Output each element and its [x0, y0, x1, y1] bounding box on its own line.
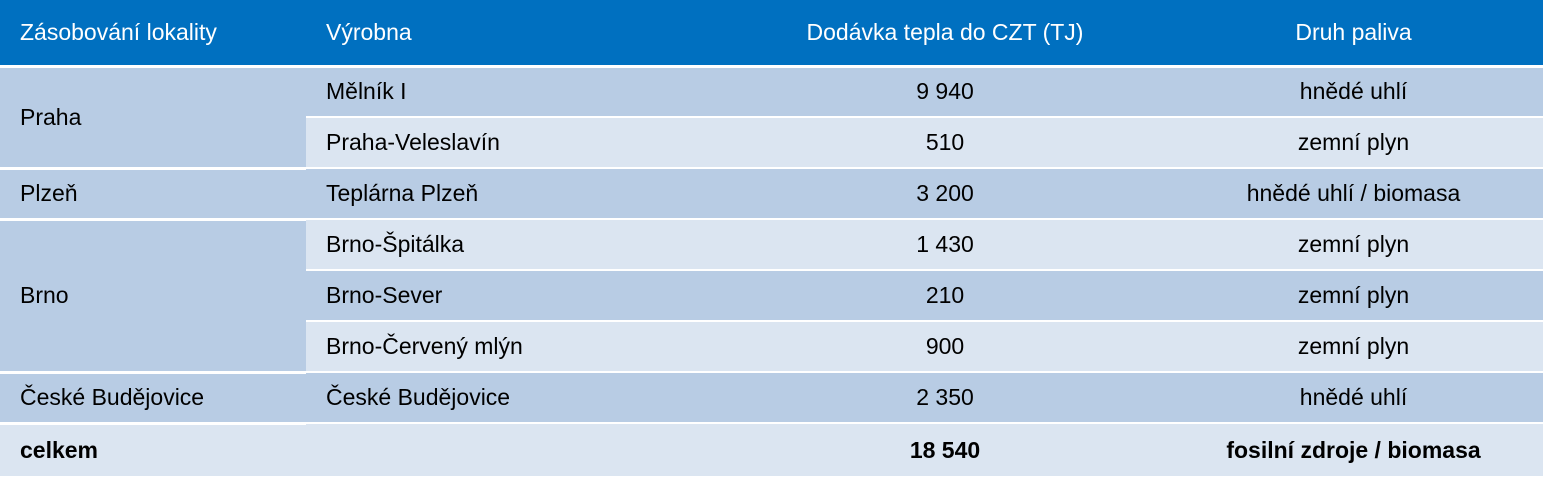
header-locality: Zásobování lokality: [0, 0, 306, 68]
plant-cell: Brno-Špitálka: [306, 219, 726, 271]
table-row: Plzeň Teplárna Plzeň 3 200 hnědé uhlí / …: [0, 168, 1543, 221]
plant-cell: Mělník I: [306, 66, 726, 118]
plant-cell: Brno-Červený mlýn: [306, 321, 726, 373]
supply-cell: 2 350: [726, 372, 1164, 424]
table-row: Praha-Veleslavín 510 zemní plyn: [0, 117, 1543, 169]
supply-cell: 1 430: [726, 219, 1164, 271]
supply-cell: 210: [726, 270, 1164, 322]
fuel-cell: zemní plyn: [1164, 270, 1543, 322]
total-row: celkem 18 540 fosilní zdroje / biomasa: [0, 423, 1543, 476]
total-label: celkem: [0, 423, 306, 476]
plant-cell: Teplárna Plzeň: [306, 168, 726, 220]
fuel-cell: hnědé uhlí / biomasa: [1164, 168, 1543, 220]
header-plant: Výrobna: [306, 0, 726, 68]
total-fuel: fosilní zdroje / biomasa: [1164, 423, 1543, 476]
fuel-cell: hnědé uhlí: [1164, 66, 1543, 118]
locality-cell: Brno: [0, 219, 306, 374]
fuel-cell: hnědé uhlí: [1164, 372, 1543, 424]
locality-cell: Praha: [0, 66, 306, 170]
supply-cell: 3 200: [726, 168, 1164, 220]
plant-cell: České Budějovice: [306, 372, 726, 424]
fuel-cell: zemní plyn: [1164, 321, 1543, 373]
plant-cell: Praha-Veleslavín: [306, 117, 726, 169]
table-row: Praha Mělník I 9 940 hnědé uhlí: [0, 66, 1543, 170]
supply-cell: 510: [726, 117, 1164, 169]
table-row: České Budějovice České Budějovice 2 350 …: [0, 372, 1543, 425]
table-row: Brno Brno-Špitálka 1 430 zemní plyn: [0, 219, 1543, 374]
header-supply: Dodávka tepla do CZT (TJ): [726, 0, 1164, 68]
supply-cell: 9 940: [726, 66, 1164, 118]
fuel-cell: zemní plyn: [1164, 219, 1543, 271]
total-empty-cell: [306, 423, 726, 476]
plant-cell: Brno-Sever: [306, 270, 726, 322]
supply-cell: 900: [726, 321, 1164, 373]
header-fuel: Druh paliva: [1164, 0, 1543, 68]
header-row: Zásobování lokality Výrobna Dodávka tepl…: [0, 0, 1543, 68]
fuel-cell: zemní plyn: [1164, 117, 1543, 169]
total-supply: 18 540: [726, 423, 1164, 476]
locality-cell: Plzeň: [0, 168, 306, 221]
locality-cell: České Budějovice: [0, 372, 306, 425]
